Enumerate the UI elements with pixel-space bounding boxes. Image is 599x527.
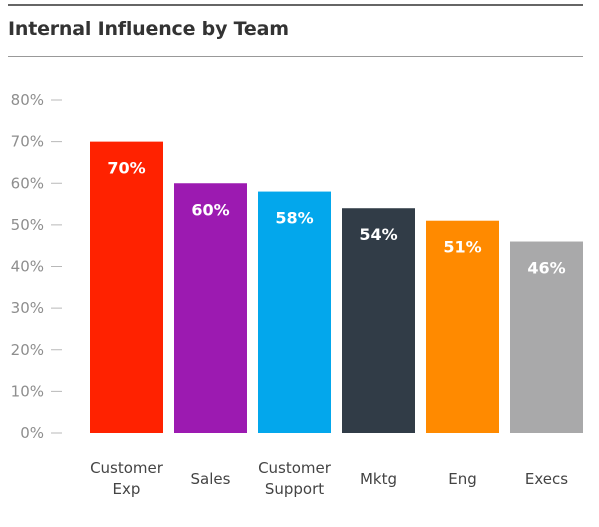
y-tick-label: 30%: [11, 299, 44, 317]
bar-value-label: 51%: [443, 238, 481, 257]
bar-value-label: 70%: [107, 159, 145, 178]
y-axis: 0% 10% 20% 30% 40% 50% 60% 70% 80%: [11, 91, 62, 442]
bar-value-label: 60%: [191, 200, 229, 219]
y-tick-label: 70%: [11, 133, 44, 151]
bar-value-label: 58%: [275, 209, 313, 228]
title-rule: [8, 56, 583, 57]
bar: [174, 183, 247, 433]
bar-value-label: 46%: [527, 259, 565, 278]
y-tick-label: 40%: [11, 258, 44, 276]
top-rule: [8, 4, 583, 6]
x-tick-label: Customer: [90, 459, 164, 477]
chart-title: Internal Influence by Team: [8, 18, 289, 40]
y-tick-label: 10%: [11, 382, 44, 400]
x-axis: Customer Exp Sales Customer Support Mktg Eng Ex…: [90, 459, 568, 498]
y-tick-label: 50%: [11, 216, 44, 234]
bar: [90, 141, 163, 433]
bar: [258, 191, 331, 433]
x-tick-label: Customer: [258, 459, 332, 477]
y-tick-label: 20%: [11, 341, 44, 359]
x-tick-label: Mktg: [360, 470, 397, 488]
x-tick-label: Eng: [448, 470, 477, 488]
x-tick-label: Support: [265, 480, 324, 498]
y-tick-label: 0%: [20, 424, 44, 442]
y-tick-label: 60%: [11, 174, 44, 192]
x-tick-label: Execs: [525, 470, 568, 488]
y-tick-label: 80%: [11, 91, 44, 109]
bar: [510, 241, 583, 433]
bar: [426, 220, 499, 433]
x-tick-label: Sales: [191, 470, 231, 488]
bar: [342, 208, 415, 433]
bar-value-label: 54%: [359, 225, 397, 244]
bars: 70% 60% 58% 54% 51% 46%: [90, 141, 583, 433]
x-tick-label: Exp: [113, 480, 141, 498]
